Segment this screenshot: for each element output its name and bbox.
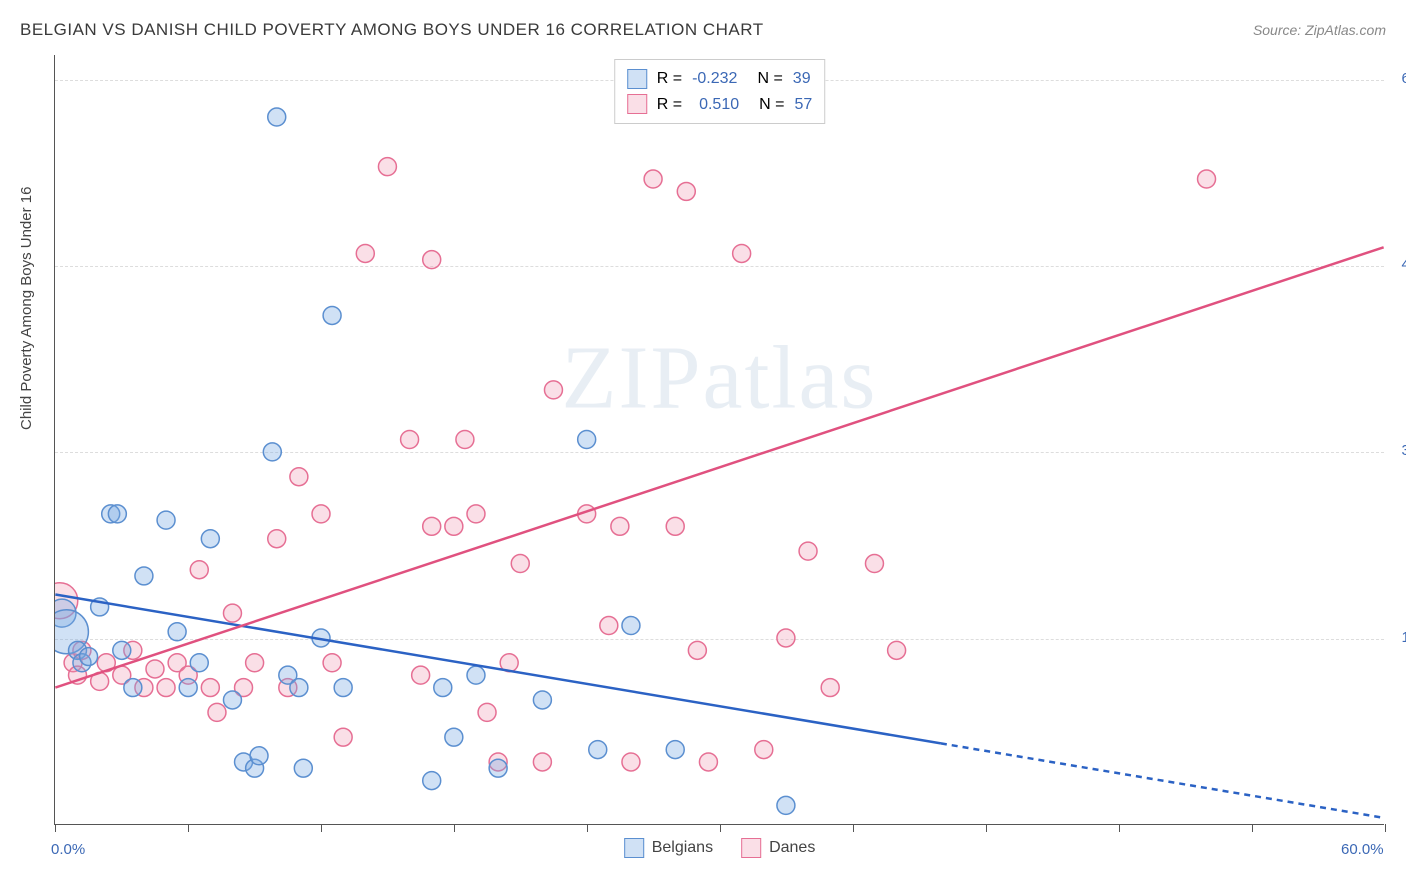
y-tick-label: 60.0%	[1401, 70, 1406, 87]
legend-row-danes: R = 0.510 N = 57	[627, 92, 813, 118]
legend-label-belgians: Belgians	[652, 839, 713, 857]
correlation-legend: R = -0.232 N = 39 R = 0.510 N = 57	[614, 59, 826, 124]
legend-label-danes: Danes	[769, 839, 815, 857]
n-belgians: 39	[793, 66, 811, 92]
y-axis-label: Child Poverty Among Boys Under 16	[18, 187, 35, 430]
series-legend: Belgians Danes	[624, 838, 816, 858]
swatch-belgians-bottom	[624, 838, 644, 858]
legend-row-belgians: R = -0.232 N = 39	[627, 66, 813, 92]
chart-area: ZIPatlas R = -0.232 N = 39 R = 0.510 N =…	[54, 55, 1384, 825]
x-tick-label: 60.0%	[1341, 841, 1384, 858]
x-tick-label: 0.0%	[51, 841, 85, 858]
swatch-danes-bottom	[741, 838, 761, 858]
y-tick-label: 45.0%	[1401, 256, 1406, 273]
n-danes: 57	[794, 92, 812, 118]
swatch-danes	[627, 94, 647, 114]
swatch-belgians	[627, 69, 647, 89]
scatter-plot	[55, 55, 1384, 824]
legend-item-danes: Danes	[741, 838, 815, 858]
source-text: Source: ZipAtlas.com	[1253, 22, 1386, 38]
chart-title: BELGIAN VS DANISH CHILD POVERTY AMONG BO…	[20, 20, 764, 40]
y-tick-label: 30.0%	[1401, 442, 1406, 459]
legend-item-belgians: Belgians	[624, 838, 713, 858]
r-danes: 0.510	[699, 92, 739, 118]
y-tick-label: 15.0%	[1401, 629, 1406, 646]
r-belgians: -0.232	[692, 66, 737, 92]
